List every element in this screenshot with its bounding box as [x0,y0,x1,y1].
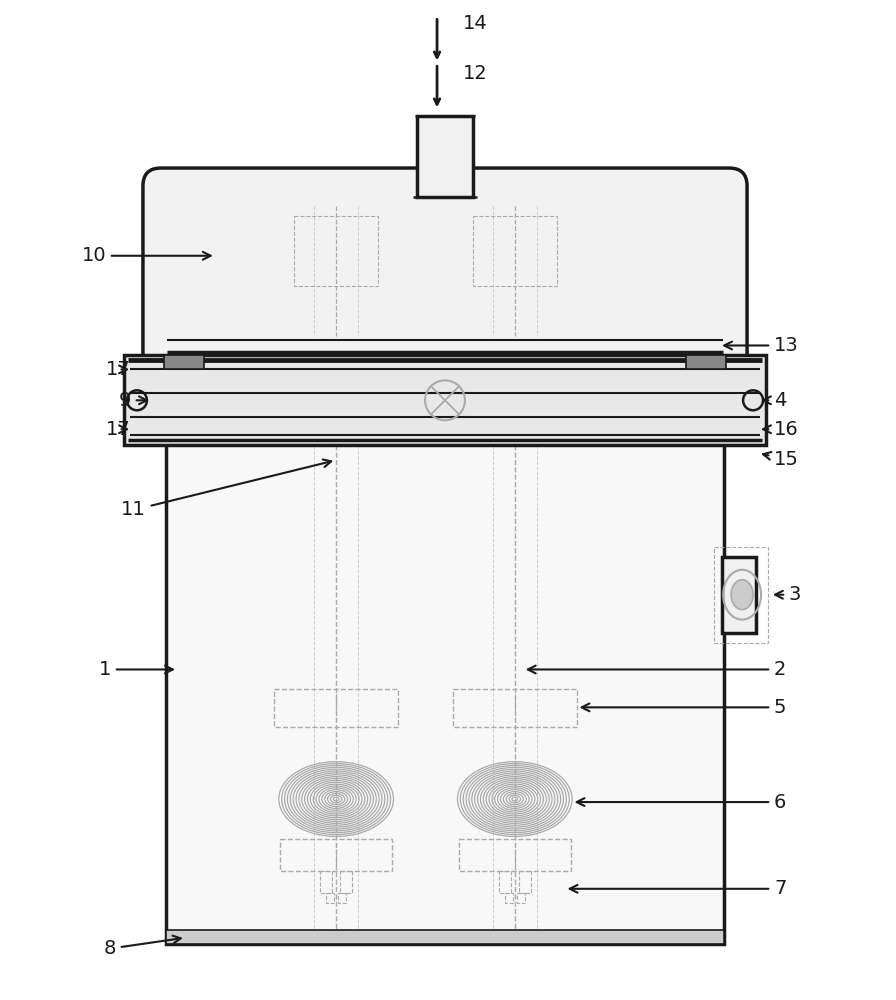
Text: 6: 6 [577,793,787,812]
Text: 9: 9 [118,391,147,410]
Text: 13: 13 [724,336,798,355]
Text: 17: 17 [107,360,131,379]
Bar [499,871,511,893]
Text: 3: 3 [775,585,801,604]
Text: 12: 12 [463,64,487,83]
Text: 14: 14 [463,14,487,33]
Bar [686,355,726,369]
Text: 1: 1 [99,660,173,679]
Text: 17: 17 [107,420,131,439]
Bar [504,893,513,903]
FancyBboxPatch shape [143,168,747,388]
Bar [453,689,577,727]
Bar [326,893,334,903]
Bar [166,930,724,944]
Text: 10: 10 [82,246,211,265]
Text: 2: 2 [528,660,787,679]
Text: 5: 5 [582,698,787,717]
Bar [320,871,332,893]
Text: 11: 11 [121,459,332,519]
Bar [166,430,724,944]
Bar [418,116,473,197]
Bar [338,893,346,903]
Bar [722,557,756,633]
Bar [519,871,530,893]
Bar [517,893,525,903]
Bar [294,216,378,286]
Ellipse shape [731,580,753,610]
Bar [340,871,352,893]
Bar [164,355,203,369]
Text: 8: 8 [104,936,181,958]
Bar [124,355,766,445]
Bar [274,689,398,727]
Text: 4: 4 [763,391,787,410]
Text: 15: 15 [763,450,799,469]
Bar [280,839,392,871]
Text: 16: 16 [763,420,798,439]
Bar [473,216,556,286]
Text: 7: 7 [570,879,787,898]
Bar [714,547,768,643]
Bar [459,839,571,871]
